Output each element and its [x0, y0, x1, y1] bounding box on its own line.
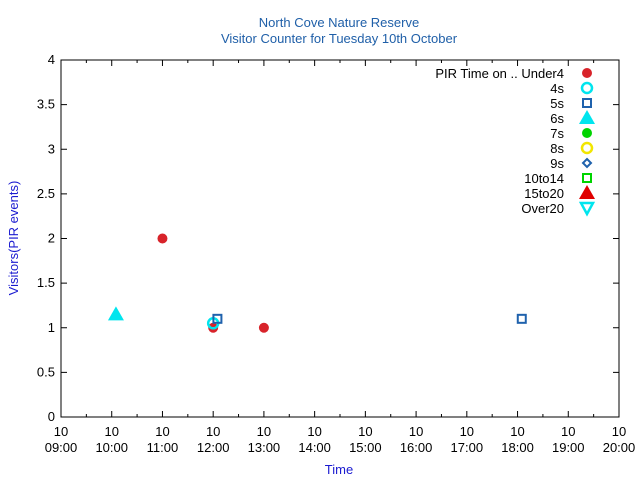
data-point-6s	[107, 306, 124, 321]
y-tick-label: 2.5	[37, 186, 55, 201]
chart-subtitle: Visitor Counter for Tuesday 10th October	[221, 31, 458, 46]
x-tick-day-label: 10	[307, 424, 321, 439]
data-point-5s	[516, 313, 527, 324]
legend-marker-10to14	[582, 173, 592, 183]
y-tick-label: 0.5	[37, 364, 55, 379]
x-tick-time-label: 15:00	[349, 440, 382, 455]
x-tick-time-label: 16:00	[400, 440, 433, 455]
legend-marker-5s	[582, 98, 592, 108]
legend-marker-under4	[582, 68, 592, 78]
y-tick-label: 1.5	[37, 275, 55, 290]
data-point-under4	[157, 233, 168, 244]
legend-label-4s: 4s	[550, 81, 564, 96]
y-tick-label: 3	[48, 141, 55, 156]
x-tick-time-label: 17:00	[451, 440, 484, 455]
legend-label-10to14: 10to14	[524, 171, 564, 186]
x-tick-day-label: 10	[409, 424, 423, 439]
data-points	[107, 233, 527, 333]
x-tick-day-label: 10	[460, 424, 474, 439]
y-tick-label: 3.5	[37, 97, 55, 112]
x-tick-day-label: 10	[510, 424, 524, 439]
legend-marker-4s	[580, 81, 594, 95]
data-point-5s	[212, 313, 223, 324]
y-axis: 0 0.5 1 1.5 2 2.5 3 3.5 4	[37, 52, 619, 424]
legend-label-7s: 7s	[550, 126, 564, 141]
x-tick-day-label: 10	[561, 424, 575, 439]
y-axis-label: Visitors(PIR events)	[6, 181, 21, 296]
x-tick-day-label: 10	[155, 424, 169, 439]
x-axis-label: Time	[325, 462, 353, 477]
x-tick-time-label: 20:00	[603, 440, 636, 455]
x-tick-time-label: 19:00	[552, 440, 585, 455]
x-tick-time-label: 09:00	[45, 440, 78, 455]
x-tick-time-label: 12:00	[197, 440, 230, 455]
legend-label-6s: 6s	[550, 111, 564, 126]
y-tick-label: 1	[48, 320, 55, 335]
legend-marker-8s	[580, 141, 594, 155]
x-tick-time-label: 13:00	[248, 440, 281, 455]
y-tick-label: 0	[48, 409, 55, 424]
legend-label-over20: Over20	[521, 201, 564, 216]
legend-label-15to20: 15to20	[524, 186, 564, 201]
x-tick-day-label: 10	[612, 424, 626, 439]
legend-marker-15to20	[579, 185, 595, 199]
data-point-under4	[258, 322, 269, 333]
x-tick-day-label: 10	[104, 424, 118, 439]
legend-label-under4: PIR Time on .. Under4	[435, 66, 564, 81]
x-tick-day-label: 10	[257, 424, 271, 439]
legend-marker-over20	[578, 201, 596, 217]
x-tick-time-label: 10:00	[95, 440, 128, 455]
legend-marker-9s	[581, 157, 593, 169]
y-tick-label: 4	[48, 52, 55, 67]
x-tick-day-label: 10	[206, 424, 220, 439]
legend-marker-7s	[582, 128, 592, 138]
x-tick-time-label: 18:00	[501, 440, 534, 455]
legend-marker-6s	[579, 110, 595, 124]
y-tick-label: 2	[48, 231, 55, 246]
x-axis: 1009:001010:001011:001012:001013:001014:…	[45, 60, 636, 455]
x-tick-time-label: 14:00	[298, 440, 331, 455]
x-tick-day-label: 10	[54, 424, 68, 439]
x-tick-day-label: 10	[358, 424, 372, 439]
x-tick-time-label: 11:00	[147, 440, 179, 455]
legend-label-5s: 5s	[550, 96, 564, 111]
legend: PIR Time on .. Under44s5s6s7s8s9s10to141…	[435, 66, 596, 217]
legend-label-8s: 8s	[550, 141, 564, 156]
legend-label-9s: 9s	[550, 156, 564, 171]
chart-title: North Cove Nature Reserve	[259, 15, 419, 30]
